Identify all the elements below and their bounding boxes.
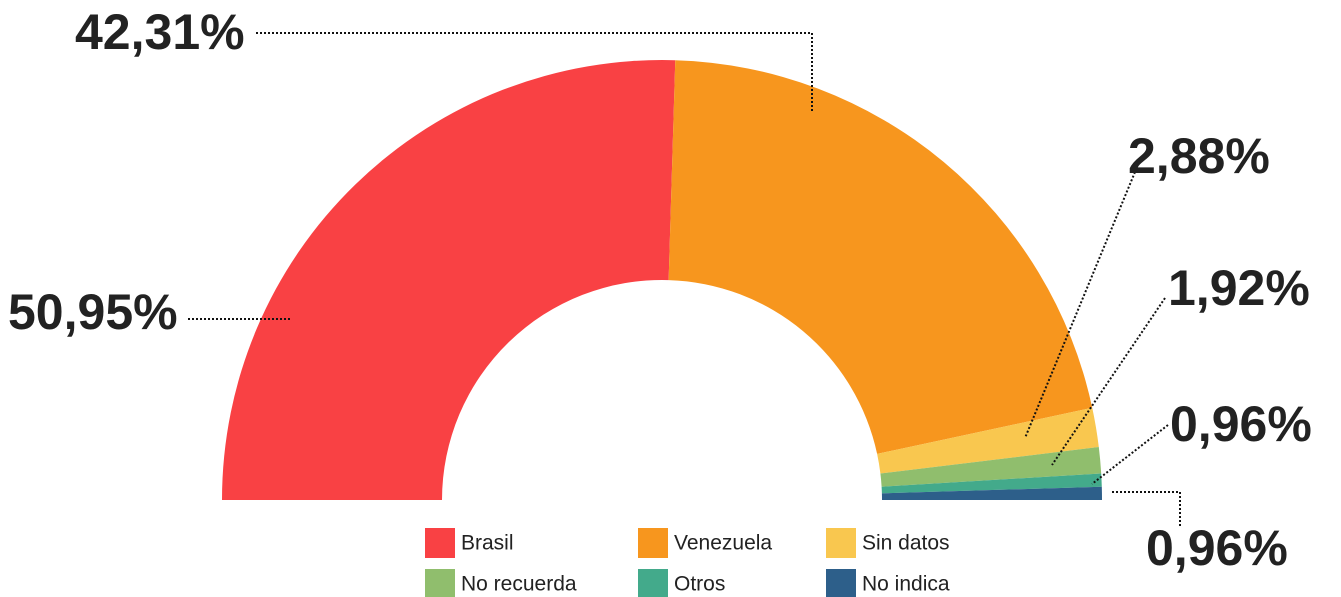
legend-label: Sin datos xyxy=(862,532,950,555)
legend-swatch xyxy=(425,528,455,558)
value-label: 42,31% xyxy=(75,4,245,60)
legend-swatch xyxy=(425,569,455,597)
legend-swatch xyxy=(826,528,856,558)
legend-swatch xyxy=(638,569,668,597)
value-label: 50,95% xyxy=(8,284,178,340)
slice xyxy=(881,486,1102,500)
legend-swatch xyxy=(826,569,856,597)
value-label: 0,96% xyxy=(1170,396,1312,452)
value-label: 0,96% xyxy=(1146,520,1288,576)
leader-line xyxy=(1051,297,1166,466)
slice xyxy=(222,59,676,500)
legend-label: Venezuela xyxy=(674,532,772,555)
legend-label: Otros xyxy=(674,573,725,596)
legend-label: No recuerda xyxy=(461,573,577,596)
leader-line xyxy=(1091,424,1169,485)
legend-label: Brasil xyxy=(461,532,514,555)
value-label: 1,92% xyxy=(1168,260,1310,316)
slice xyxy=(668,60,1093,454)
slice xyxy=(880,447,1102,487)
legend-swatch xyxy=(638,528,668,558)
slice xyxy=(877,407,1099,474)
leader-line xyxy=(256,32,813,112)
leader-line xyxy=(1112,491,1181,526)
legend-label: No indica xyxy=(862,573,950,596)
slice xyxy=(881,473,1102,494)
value-label: 2,88% xyxy=(1128,128,1270,184)
